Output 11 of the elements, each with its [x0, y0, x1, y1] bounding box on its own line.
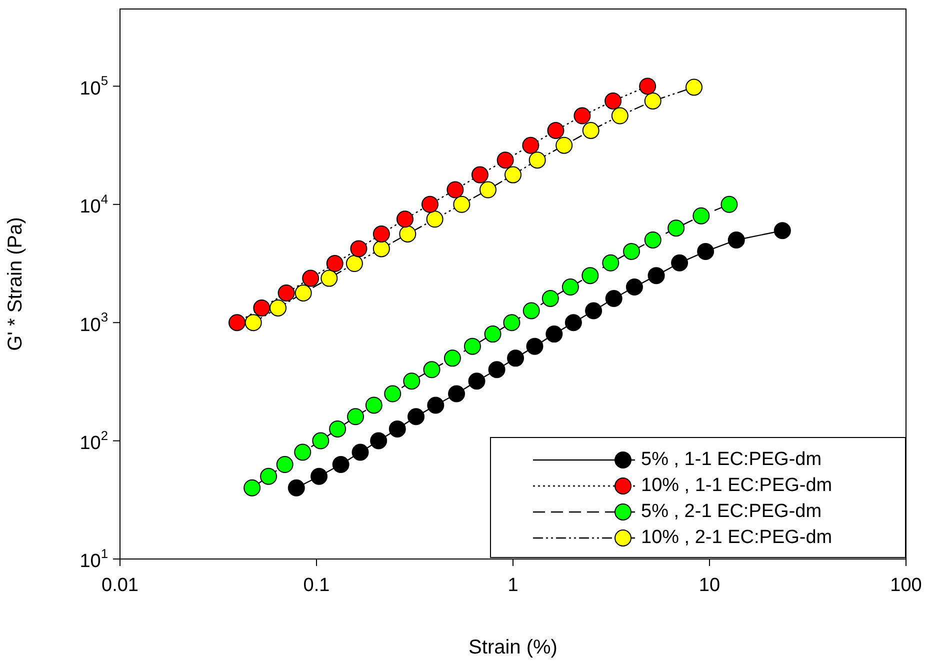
x-tick-label: 0.01	[102, 575, 138, 596]
x-tick-label: 100	[890, 575, 922, 596]
x-tick-label: 1	[508, 575, 518, 596]
x-tick-label: 0.1	[303, 575, 330, 596]
y-axis-title: G' * Strain (Pa)	[4, 217, 27, 351]
x-tick-label: 10	[698, 575, 720, 596]
legend-label: 10% , 2-1 EC:PEG-dm	[641, 527, 832, 549]
legend-label: 5% , 2-1 EC:PEG-dm	[641, 501, 822, 523]
legend-label: 10% , 1-1 EC:PEG-dm	[641, 475, 832, 497]
legend-label: 5% , 1-1 EC:PEG-dm	[641, 449, 822, 471]
x-axis-title: Strain (%)	[468, 636, 558, 659]
